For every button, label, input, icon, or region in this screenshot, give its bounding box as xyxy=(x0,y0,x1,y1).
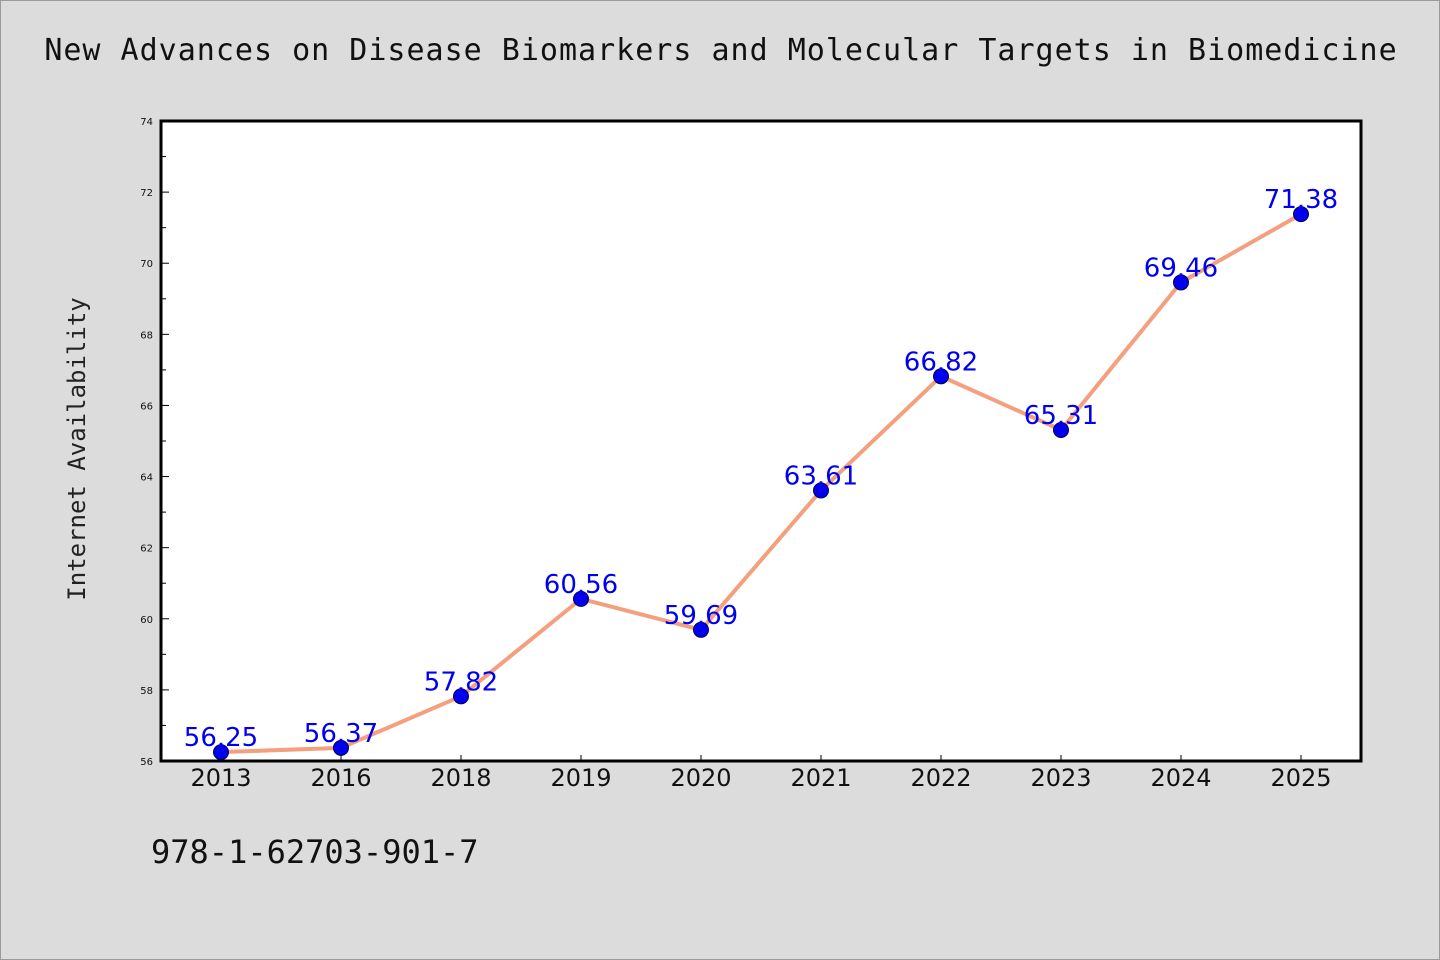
data-label: 59.69 xyxy=(664,601,738,631)
x-tick-label: 2016 xyxy=(310,764,371,792)
data-label: 56.37 xyxy=(304,719,378,749)
data-point xyxy=(933,368,949,385)
x-tick-label: 2013 xyxy=(190,764,251,792)
y-tick-label: 72 xyxy=(140,188,153,199)
data-label: 71.38 xyxy=(1264,185,1338,215)
y-tick-label: 60 xyxy=(140,615,153,626)
data-label: 66.82 xyxy=(904,347,978,377)
x-tick-label: 2020 xyxy=(670,764,731,792)
data-label: 56.25 xyxy=(184,723,258,753)
data-point xyxy=(693,621,709,638)
y-tick-label: 58 xyxy=(140,686,153,697)
data-point xyxy=(213,744,229,761)
y-tick-label: 70 xyxy=(140,259,153,270)
x-tick-label: 2018 xyxy=(430,764,491,792)
x-tick-label: 2022 xyxy=(910,764,971,792)
footer-code: 978-1-62703-901-7 xyxy=(151,833,479,871)
x-tick-label: 2021 xyxy=(790,764,851,792)
plot-area xyxy=(159,119,1363,763)
data-point xyxy=(333,739,349,756)
data-label: 60.56 xyxy=(544,570,618,600)
data-label: 65.31 xyxy=(1024,401,1098,431)
data-point xyxy=(813,482,829,499)
y-tick-label: 68 xyxy=(140,330,153,341)
x-tick-label: 2019 xyxy=(550,764,611,792)
data-label: 57.82 xyxy=(424,667,498,697)
data-point xyxy=(573,590,589,607)
y-tick-label: 56 xyxy=(140,757,153,768)
series-line xyxy=(219,212,1303,755)
y-tick-label: 64 xyxy=(140,473,153,484)
data-point xyxy=(1293,206,1309,223)
chart-title: New Advances on Disease Biomarkers and M… xyxy=(44,33,1398,68)
x-tick-label: 2023 xyxy=(1030,764,1091,792)
data-label: 69.46 xyxy=(1144,253,1218,283)
y-tick-label: 62 xyxy=(140,544,153,555)
data-point xyxy=(1173,274,1189,291)
data-point xyxy=(453,688,469,705)
x-tick-label: 2025 xyxy=(1270,764,1331,792)
x-tick-label: 2024 xyxy=(1150,764,1211,792)
data-label: 63.61 xyxy=(784,461,858,491)
y-tick-label: 74 xyxy=(140,117,153,128)
y-axis-label: Internet Availability xyxy=(63,297,91,600)
y-tick-label: 66 xyxy=(140,401,153,412)
data-point xyxy=(1053,421,1069,438)
